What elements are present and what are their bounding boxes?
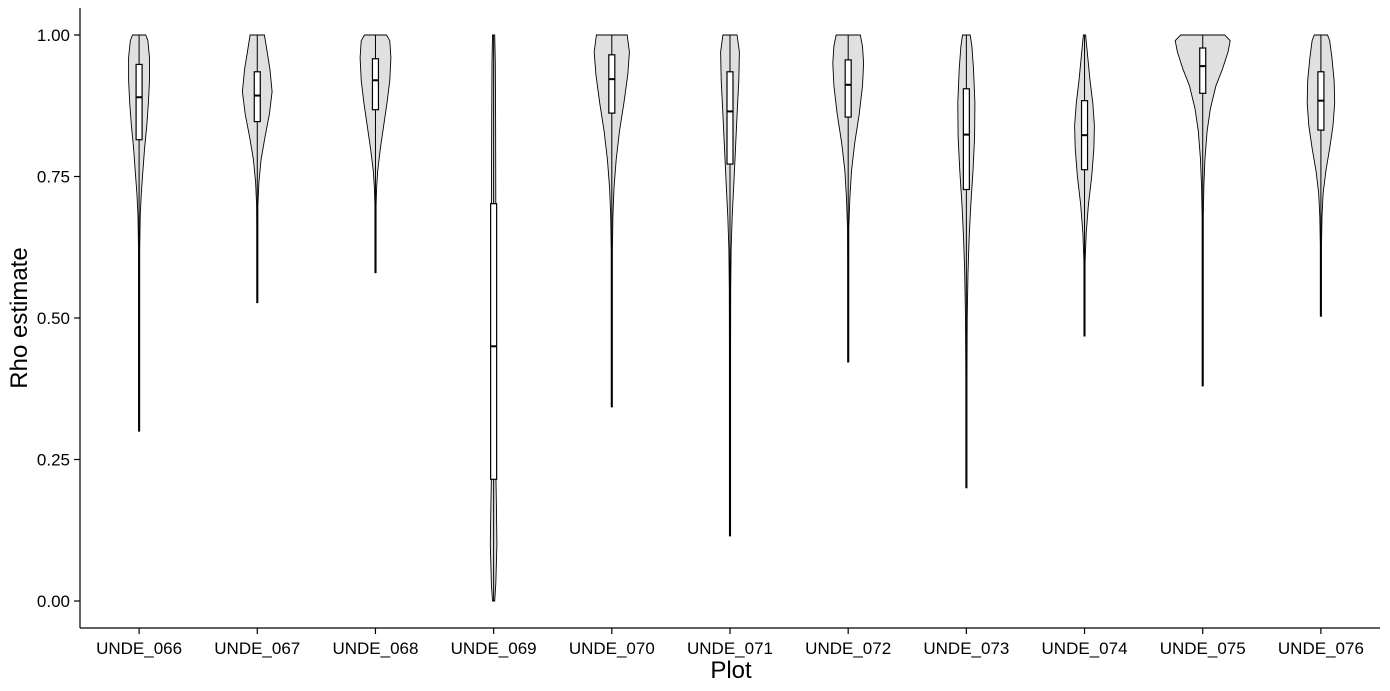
x-tick-label: UNDE_069 [451, 639, 537, 658]
x-tick-label: UNDE_067 [214, 639, 300, 658]
x-tick-label: UNDE_072 [805, 639, 891, 658]
x-tick-label: UNDE_066 [96, 639, 182, 658]
y-tick-label: 0.75 [37, 168, 70, 187]
violin-layer [128, 34, 1336, 602]
x-ticks: UNDE_066 UNDE_067 UNDE_068 UNDE_069 UNDE_070… [96, 628, 1364, 658]
x-axis-title: Plot [710, 657, 752, 684]
y-tick-label: 0.50 [37, 309, 70, 328]
box-UNDE_071 [726, 71, 734, 165]
box-UNDE_070 [608, 54, 616, 114]
box-UNDE_067 [253, 71, 261, 123]
x-tick-label: UNDE_071 [687, 639, 773, 658]
box-UNDE_072 [844, 59, 852, 118]
x-tick-label: UNDE_068 [332, 639, 418, 658]
y-axis-title: Rho estimate [6, 247, 33, 388]
x-tick-label: UNDE_070 [569, 639, 655, 658]
box-UNDE_066 [135, 63, 143, 141]
x-tick-label: UNDE_075 [1160, 639, 1246, 658]
y-ticks: 0.00 0.25 0.50 0.75 1.00 [37, 26, 80, 611]
x-tick-label: UNDE_073 [923, 639, 1009, 658]
box-UNDE_075 [1199, 47, 1207, 94]
y-tick-label: 0.25 [37, 451, 70, 470]
x-tick-label: UNDE_074 [1042, 639, 1128, 658]
y-tick-label: 0.00 [37, 592, 70, 611]
box-UNDE_069 [490, 203, 498, 480]
box-UNDE_073 [962, 88, 970, 191]
box-UNDE_068 [371, 58, 380, 111]
x-tick-label: UNDE_076 [1278, 639, 1364, 658]
y-tick-label: 1.00 [37, 26, 70, 45]
